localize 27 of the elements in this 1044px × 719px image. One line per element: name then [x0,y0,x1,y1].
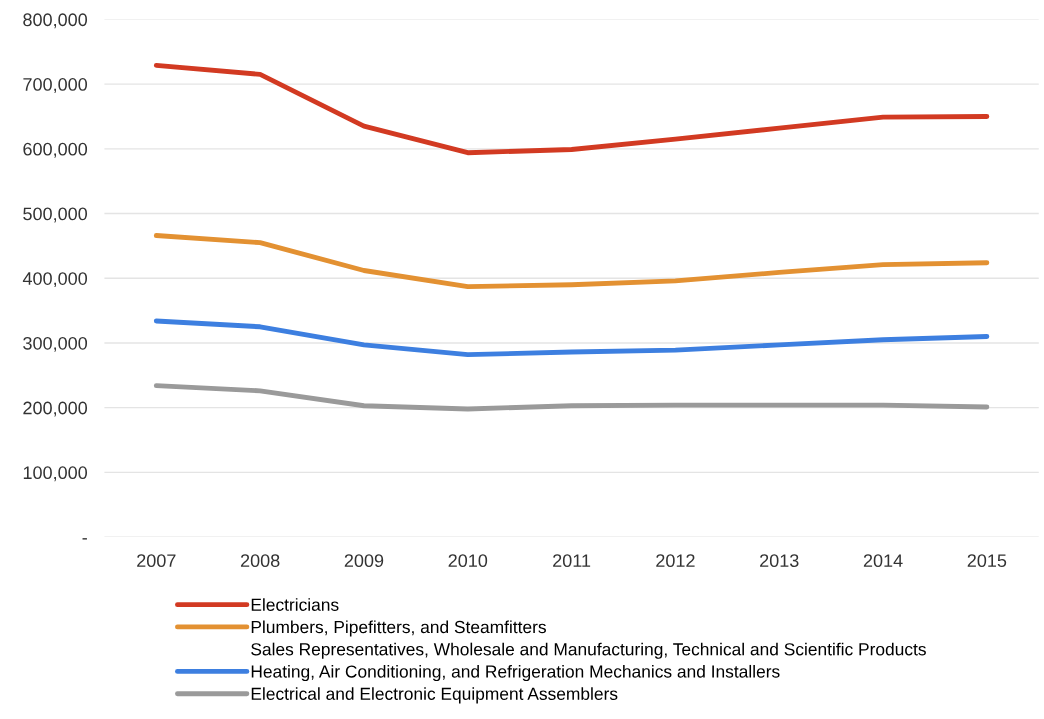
line-series [153,62,990,156]
legend-label: Plumbers, Pipefitters, and Steamfitters [251,620,546,637]
legend-label: Heating, Air Conditioning, and Refrigeration Mechanics and Installers [251,664,780,682]
x-tick-label: 2015 [967,554,1007,568]
x-tick-label: 2008 [240,554,280,568]
x-tick-label: 2011 [553,554,591,568]
line-series [153,318,990,358]
text: Sales Representatives, Wholesale and Manufacturing, Technical and Scientific Products [251,642,926,659]
y-tick-label: 200,000 [23,401,88,417]
line-series [153,383,990,412]
y-tick-label: 700,000 [23,78,88,93]
x-tick-label: 2010 [448,554,488,568]
y-tick-label: 600,000 [23,142,88,158]
line-series [153,233,990,290]
y-tick-label: 100,000 [23,466,88,482]
x-tick-label: 2009 [344,554,384,568]
x-tick-label: 2012 [656,554,695,568]
y-tick-label: 500,000 [23,207,88,223]
y-tick-label: 400,000 [22,272,88,288]
y-tick-label: 800,000 [23,13,88,29]
x-tick-label: 2007 [137,554,176,568]
legend-label: Electricians [251,598,339,611]
x-tick-label: 2014 [863,554,903,568]
y-tick-label: 300,000 [23,336,88,352]
y-tick-label: - [82,538,87,540]
legend-label: Electrical and Electronic Equipment Assemblers [251,687,618,704]
x-tick-label: 2013 [760,554,799,568]
